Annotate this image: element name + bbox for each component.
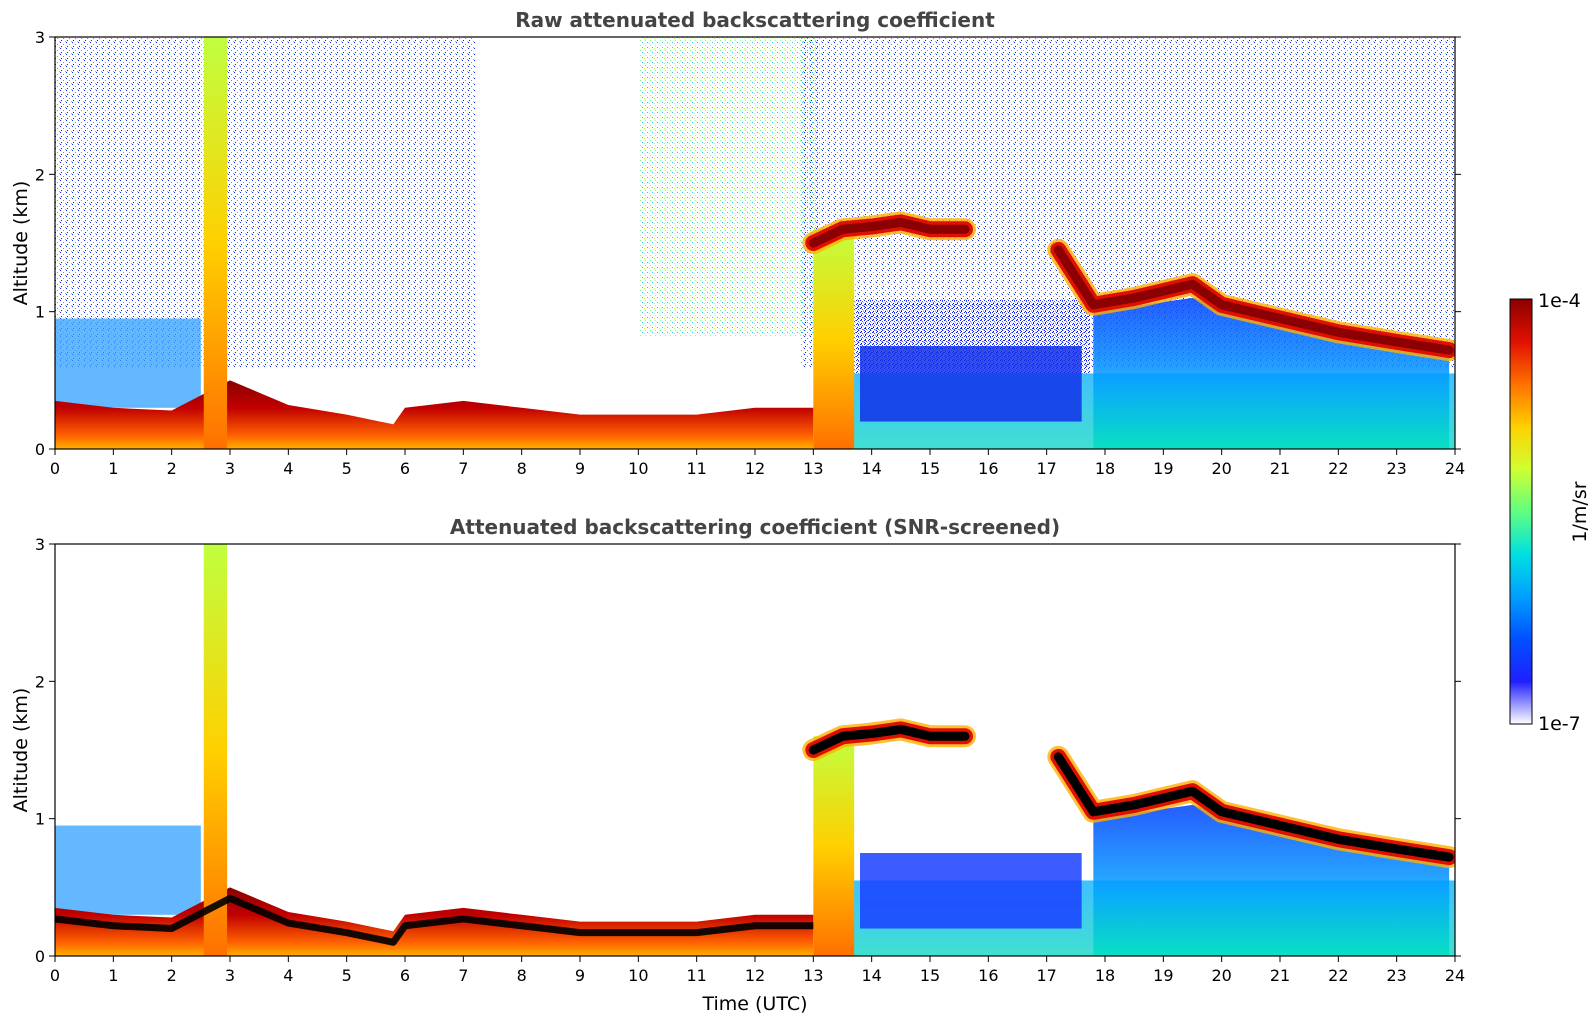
x-tick-label: 17 bbox=[1036, 966, 1056, 985]
y-tick-label: 3 bbox=[35, 535, 45, 554]
x-tick-label: 2 bbox=[167, 966, 177, 985]
x-tick-label: 15 bbox=[920, 966, 940, 985]
cloud-core bbox=[808, 724, 970, 755]
precipitation-column bbox=[203, 544, 228, 956]
noise-region bbox=[55, 37, 475, 367]
x-tick-label: 17 bbox=[1036, 459, 1056, 478]
x-tick-label: 22 bbox=[1328, 459, 1348, 478]
heatmap-raw bbox=[55, 37, 1455, 449]
y-axis-label: Altitude (km) bbox=[10, 181, 32, 306]
x-tick-label: 2 bbox=[167, 459, 177, 478]
boundary-layer bbox=[55, 380, 814, 449]
cloud-core bbox=[1053, 752, 1454, 862]
blue-aerosol-region bbox=[860, 853, 1082, 929]
x-tick-label: 23 bbox=[1386, 966, 1406, 985]
panel-title: Raw attenuated backscattering coefficien… bbox=[515, 8, 995, 32]
x-tick-label: 3 bbox=[225, 459, 235, 478]
x-tick-label: 12 bbox=[745, 459, 765, 478]
x-tick-label: 3 bbox=[225, 966, 235, 985]
sub-cloud-aerosol bbox=[1093, 297, 1450, 449]
x-tick-label: 12 bbox=[745, 966, 765, 985]
y-tick-label: 1 bbox=[35, 303, 45, 322]
x-tick-label: 21 bbox=[1270, 459, 1290, 478]
x-tick-label: 18 bbox=[1095, 459, 1115, 478]
x-tick-label: 1 bbox=[108, 459, 118, 478]
y-tick-label: 0 bbox=[35, 947, 45, 966]
y-tick-label: 1 bbox=[35, 810, 45, 829]
x-tick-label: 6 bbox=[400, 966, 410, 985]
colorbar-min-label: 1e-7 bbox=[1538, 713, 1581, 735]
precipitation-column bbox=[813, 736, 855, 956]
x-tick-label: 10 bbox=[628, 459, 648, 478]
x-tick-label: 8 bbox=[517, 966, 527, 985]
x-tick-label: 23 bbox=[1386, 459, 1406, 478]
residual-layer bbox=[55, 825, 201, 915]
x-tick-label: 0 bbox=[50, 966, 60, 985]
panel-raw: Raw attenuated backscattering coefficien… bbox=[10, 8, 1465, 478]
panel-title: Attenuated backscattering coefficient (S… bbox=[450, 515, 1060, 539]
x-tick-label: 13 bbox=[803, 459, 823, 478]
boundary-layer-core bbox=[55, 894, 814, 946]
blue-aerosol-region bbox=[860, 346, 1082, 422]
x-tick-label: 20 bbox=[1211, 459, 1231, 478]
cloud-core bbox=[1053, 245, 1454, 355]
colorbar: 1e-4 1e-7 1/m/sr bbox=[1509, 290, 1591, 735]
y-tick-label: 2 bbox=[35, 672, 45, 691]
x-tick-label: 7 bbox=[458, 459, 468, 478]
y-tick-label: 2 bbox=[35, 165, 45, 184]
x-tick-label: 14 bbox=[861, 966, 881, 985]
x-tick-label: 5 bbox=[342, 966, 352, 985]
x-tick-label: 18 bbox=[1095, 966, 1115, 985]
x-tick-label: 24 bbox=[1445, 459, 1465, 478]
x-tick-label: 20 bbox=[1211, 966, 1231, 985]
x-tick-label: 21 bbox=[1270, 966, 1290, 985]
x-tick-label: 24 bbox=[1445, 966, 1465, 985]
x-tick-label: 10 bbox=[628, 966, 648, 985]
sub-cloud-aerosol bbox=[1093, 804, 1450, 956]
colorbar-gradient bbox=[1509, 298, 1533, 725]
precipitation-column bbox=[813, 229, 855, 449]
x-tick-label: 0 bbox=[50, 459, 60, 478]
x-tick-label: 9 bbox=[575, 459, 585, 478]
x-tick-label: 9 bbox=[575, 966, 585, 985]
noise-region bbox=[640, 37, 820, 337]
colorbar-max-label: 1e-4 bbox=[1538, 290, 1581, 312]
y-tick-label: 0 bbox=[35, 440, 45, 459]
x-axis-label: Time (UTC) bbox=[701, 993, 807, 1015]
x-tick-label: 22 bbox=[1328, 966, 1348, 985]
x-tick-label: 7 bbox=[458, 966, 468, 985]
x-tick-label: 6 bbox=[400, 459, 410, 478]
x-tick-label: 5 bbox=[342, 459, 352, 478]
x-tick-label: 14 bbox=[861, 459, 881, 478]
x-tick-label: 4 bbox=[283, 966, 293, 985]
colorbar-unit-label: 1/m/sr bbox=[1569, 481, 1591, 542]
precipitation-column bbox=[203, 37, 228, 449]
x-tick-label: 19 bbox=[1153, 459, 1173, 478]
x-tick-label: 13 bbox=[803, 966, 823, 985]
cloud-core bbox=[808, 217, 970, 248]
x-tick-label: 19 bbox=[1153, 966, 1173, 985]
x-tick-label: 16 bbox=[978, 966, 998, 985]
x-tick-label: 16 bbox=[978, 459, 998, 478]
x-tick-label: 15 bbox=[920, 459, 940, 478]
x-tick-label: 1 bbox=[108, 966, 118, 985]
y-axis-label: Altitude (km) bbox=[10, 688, 32, 813]
x-tick-label: 8 bbox=[517, 459, 527, 478]
residual-layer bbox=[55, 318, 201, 408]
panel-snr-screened: Attenuated backscattering coefficient (S… bbox=[10, 515, 1465, 1015]
y-tick-label: 3 bbox=[35, 28, 45, 47]
x-tick-label: 4 bbox=[283, 459, 293, 478]
heatmap-screened bbox=[55, 544, 1455, 956]
x-tick-label: 11 bbox=[686, 966, 706, 985]
x-tick-label: 11 bbox=[686, 459, 706, 478]
